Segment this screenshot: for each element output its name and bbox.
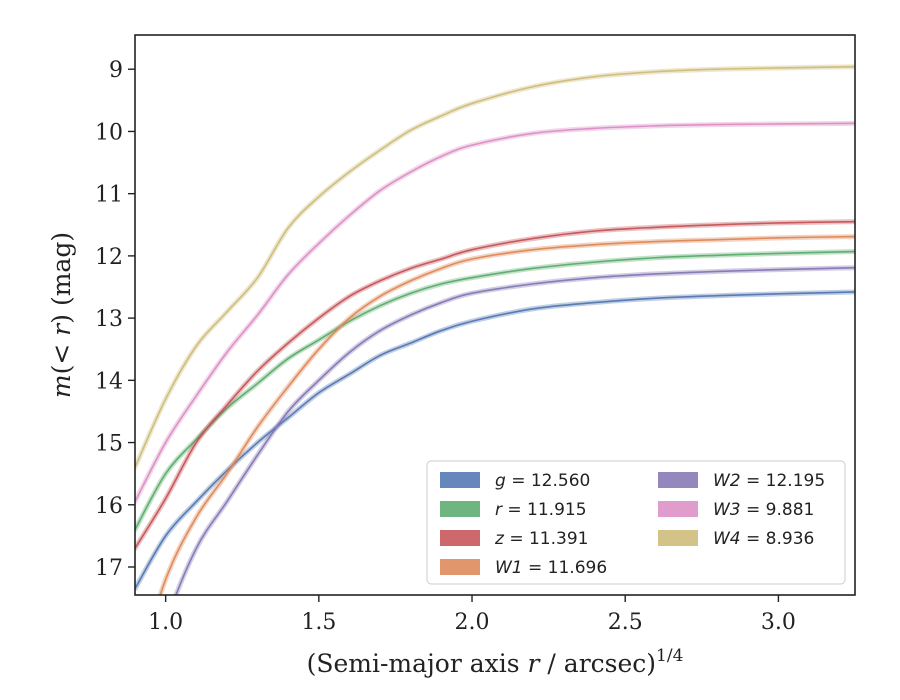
- y-tick-label: 15: [95, 432, 123, 457]
- series-line-g: [135, 291, 855, 590]
- series-line-W2: [175, 266, 855, 595]
- series-line-W1: [159, 235, 855, 595]
- plot-frame: [134, 34, 856, 596]
- legend-swatch-W1: [440, 559, 480, 575]
- series-line-W3: [135, 122, 855, 503]
- legend-swatch-z: [440, 530, 480, 546]
- y-axis-label: m(< r) (mag): [47, 232, 76, 398]
- legend-swatch-W4: [658, 530, 698, 546]
- y-axis-ticks: 9 10 11 12 13 14 15 16 17: [95, 58, 135, 581]
- y-tick-label: 11: [95, 183, 123, 208]
- series-line-r: [135, 250, 855, 531]
- y-tick-label: 14: [95, 369, 123, 394]
- y-tick-label: 17: [95, 556, 123, 581]
- y-tick-label: 13: [95, 307, 123, 332]
- legend-frame: [426, 460, 846, 585]
- x-tick-label: 2.5: [608, 610, 643, 635]
- legend-swatch-W3: [658, 501, 698, 517]
- y-tick-label: 12: [95, 245, 123, 270]
- x-tick-label: 3.0: [761, 610, 796, 635]
- legend-label-W4: W4 = 8.936: [713, 529, 814, 549]
- legend-label-z: z = 11.391: [494, 529, 588, 549]
- x-tick-label: 1.5: [301, 610, 336, 635]
- x-axis-ticks: 1.0 1.5 2.0 2.5 3.0: [148, 595, 796, 635]
- x-tick-label: 1.0: [148, 610, 183, 635]
- x-axis-label: (Semi-major axis r / arcsec)1/4: [307, 646, 684, 678]
- legend-label-r: r = 11.915: [495, 500, 587, 520]
- legend-label-g: g = 12.560: [495, 471, 590, 491]
- legend: g = 12.560 r = 11.915 z = 11.391 W1 = 11.69…: [426, 460, 846, 585]
- legend-swatch-r: [440, 501, 480, 517]
- legend-swatch-g: [440, 472, 480, 488]
- y-tick-label: 16: [95, 494, 123, 519]
- series-line-W4: [135, 65, 855, 468]
- y-tick-label: 9: [109, 58, 123, 83]
- legend-label-W2: W2 = 12.195: [713, 471, 825, 491]
- y-tick-label: 10: [95, 120, 123, 145]
- x-tick-label: 2.0: [455, 610, 490, 635]
- series-line-z: [135, 220, 855, 549]
- series-layer: [135, 64, 855, 595]
- legend-label-W1: W1 = 11.696: [495, 558, 607, 578]
- legend-swatch-W2: [658, 472, 698, 488]
- legend-label-W3: W3 = 9.881: [713, 500, 814, 520]
